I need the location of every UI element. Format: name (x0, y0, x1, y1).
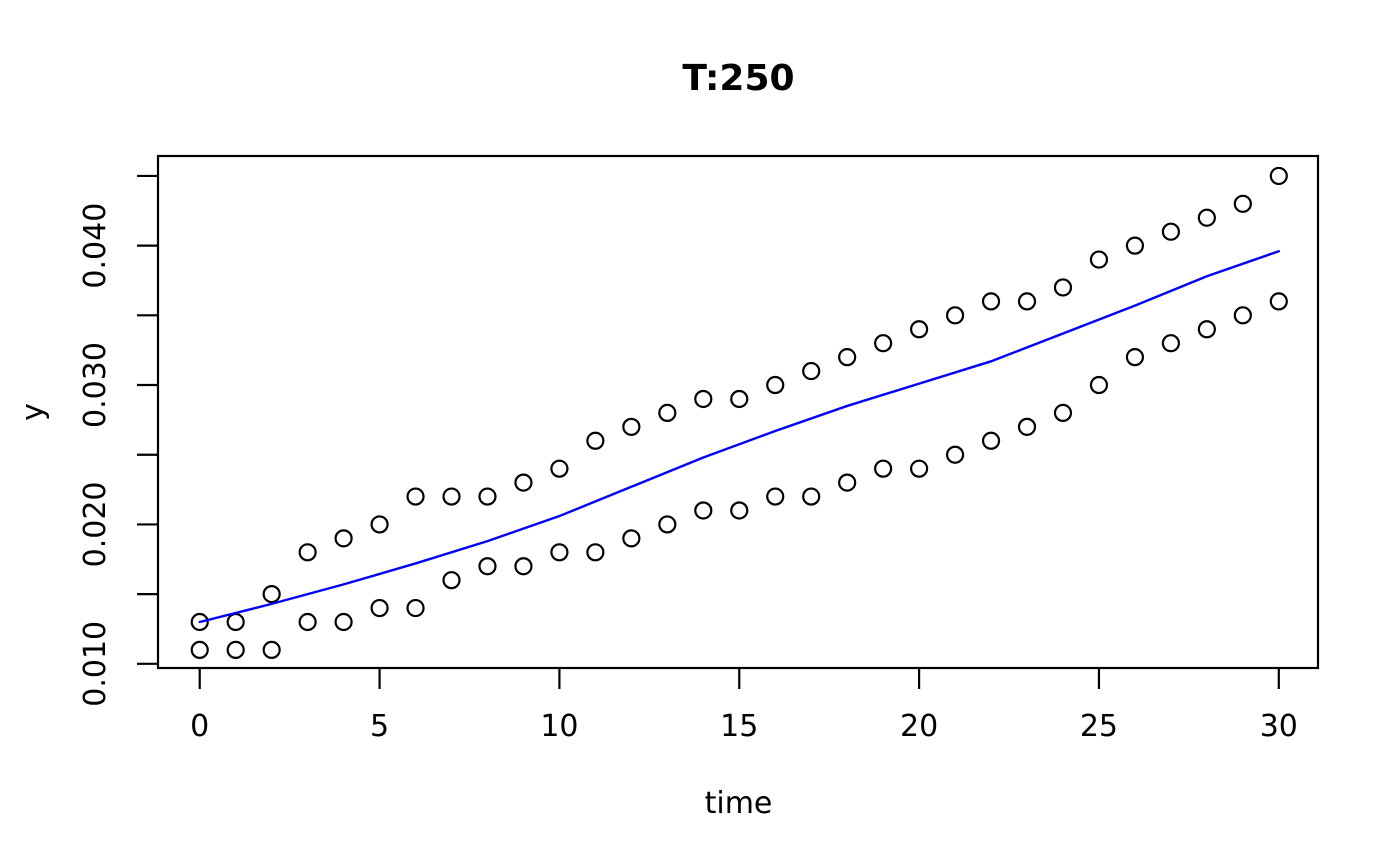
upper-band-points-marker (406, 487, 425, 506)
upper-band-points-marker (550, 459, 569, 478)
lower-band-points-marker (226, 640, 245, 659)
upper-band-points-marker (226, 612, 245, 632)
x-tick-label: 20 (900, 709, 938, 744)
trend-line (198, 250, 1280, 624)
lower-band-points-marker (1269, 292, 1288, 311)
y-tick-label: 0.010 (78, 621, 113, 707)
y-tick-label: 0.030 (78, 342, 113, 428)
lower-band-points-marker (442, 571, 461, 590)
lower-band-points-marker (406, 598, 425, 618)
lower-band-points (190, 292, 1288, 659)
lower-band-points-marker (1053, 403, 1073, 423)
x-tick-label: 25 (1080, 709, 1118, 744)
lower-band-points-marker (1089, 375, 1109, 395)
lower-band-points-marker (622, 529, 641, 548)
upper-band-points-marker (1053, 278, 1073, 297)
lower-band-points-marker (190, 640, 209, 659)
upper-band-points-marker (694, 389, 713, 409)
upper-band-points-marker (442, 487, 461, 506)
upper-band-points-marker (1269, 166, 1288, 186)
upper-band-points (190, 166, 1288, 632)
lower-band-points-marker (298, 612, 317, 632)
lower-band-points-marker (802, 487, 821, 506)
lower-band-points-marker (262, 640, 281, 659)
upper-band-points-marker (838, 348, 857, 367)
lower-band-points-marker (1125, 348, 1145, 367)
lower-band-points-marker (874, 459, 893, 478)
lower-band-points-marker (1161, 334, 1180, 353)
lower-band-points-marker (981, 431, 1001, 450)
upper-band-points-marker (1089, 250, 1109, 269)
upper-band-points-marker (1017, 292, 1037, 311)
lower-band-points-marker (478, 557, 497, 576)
upper-band-points-marker (1197, 208, 1216, 227)
lower-band-points-marker (730, 501, 749, 520)
upper-band-points-marker (910, 320, 929, 339)
upper-band-points-marker (586, 431, 605, 450)
upper-band-points-marker (874, 334, 893, 353)
x-tick-label: 30 (1260, 709, 1298, 744)
upper-band-points-marker (622, 417, 641, 436)
x-axis-label: time (704, 786, 773, 821)
y-tick-label: 0.020 (78, 481, 113, 567)
lower-band-points-marker (1233, 306, 1252, 325)
upper-band-points-marker (478, 487, 497, 506)
upper-band-points-marker (298, 543, 317, 562)
upper-band-points-marker (190, 612, 209, 632)
x-axis: 0 5 10 15 20 25 30 (190, 668, 1298, 744)
x-tick-label: 15 (720, 709, 758, 744)
x-tick-label: 5 (370, 709, 389, 744)
lower-band-points-marker (1017, 417, 1037, 436)
lower-band-points-marker (694, 501, 713, 520)
plot-border (156, 154, 1320, 670)
lower-band-points-marker (910, 459, 929, 478)
lower-band-points-marker (838, 473, 857, 492)
lower-band-points-marker (550, 543, 569, 562)
upper-band-points-marker (730, 389, 749, 409)
lower-band-points-marker (658, 515, 677, 534)
lower-band-points-marker (586, 543, 605, 562)
lower-band-points-marker (370, 598, 389, 618)
chart-title: T:250 (682, 58, 795, 99)
lower-band-points-marker (334, 612, 353, 632)
upper-band-points-marker (658, 403, 677, 423)
x-tick-label: 0 (190, 709, 209, 744)
upper-band-points-marker (766, 375, 785, 395)
lower-band-points-marker (766, 487, 785, 506)
x-tick-label: 10 (540, 709, 578, 744)
upper-band-points-marker (370, 515, 389, 534)
upper-band-points-marker (802, 361, 821, 381)
upper-band-points-marker (514, 473, 533, 492)
upper-band-points-marker (945, 306, 965, 325)
upper-band-points-marker (981, 292, 1001, 311)
lower-band-points-marker (514, 557, 533, 576)
upper-band-points-marker (334, 529, 353, 548)
upper-band-points-marker (1233, 194, 1252, 213)
lower-band-points-marker (945, 445, 965, 464)
y-tick-label: 0.040 (78, 203, 113, 289)
upper-band-points-marker (1161, 222, 1180, 241)
lower-band-points-marker (1197, 320, 1216, 339)
y-axis: 0.010 0.020 0.030 0.040 (78, 174, 158, 707)
upper-band-points-marker (1125, 236, 1145, 255)
upper-band-points-marker (262, 585, 281, 604)
